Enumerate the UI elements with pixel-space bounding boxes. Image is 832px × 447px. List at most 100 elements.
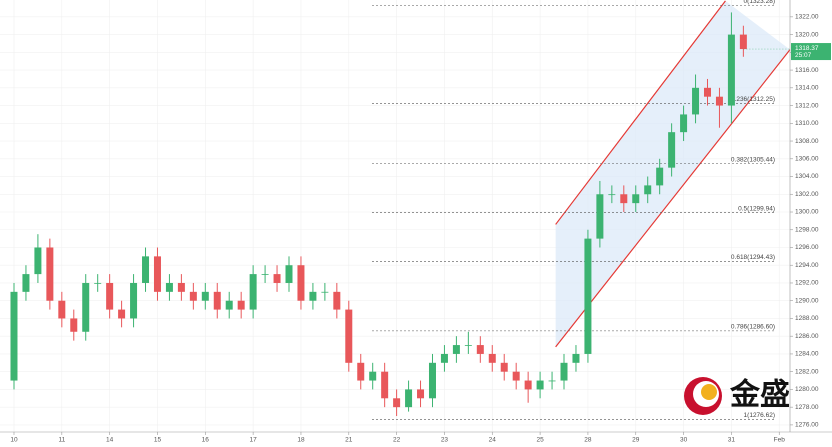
candle-body: [668, 132, 676, 168]
candle-body: [476, 345, 484, 354]
candle-body: [10, 291, 18, 381]
candle-body: [644, 185, 652, 195]
candle-body: [656, 167, 664, 186]
candle-body: [584, 238, 592, 354]
candle-body: [417, 389, 425, 399]
candle-body: [703, 87, 711, 97]
fib-label: 0(1323.28): [744, 0, 775, 5]
candle-body: [620, 194, 628, 204]
candle-body: [405, 389, 413, 408]
y-tick-label: 1280.00: [795, 386, 819, 393]
y-tick-label: 1306.00: [795, 156, 819, 163]
fib-label: 0.786(1286.60): [731, 324, 775, 331]
candle-body: [142, 256, 150, 283]
x-tick-label: 29: [632, 437, 640, 444]
candle-body: [333, 291, 341, 310]
candle-body: [165, 282, 173, 292]
y-tick-label: 1278.00: [795, 404, 819, 411]
candle-body: [739, 34, 747, 50]
candle-body: [94, 282, 102, 284]
y-tick-label: 1316.00: [795, 67, 819, 74]
channel-upper: [555, 0, 726, 225]
candle-body: [225, 300, 233, 310]
x-tick-label: 30: [680, 437, 688, 444]
candle-body: [82, 282, 90, 332]
x-tick-label: 15: [154, 437, 162, 444]
y-tick-label: 1282.00: [795, 368, 819, 375]
x-tick-label: 31: [728, 437, 736, 444]
y-tick-label: 1284.00: [795, 351, 819, 358]
x-tick-label: 24: [489, 437, 497, 444]
candle-body: [500, 362, 508, 372]
candle-body: [680, 114, 688, 133]
x-tick-label: 22: [393, 437, 401, 444]
candle-body: [536, 380, 544, 390]
x-tick-label: 11: [58, 437, 65, 444]
candle-body: [189, 291, 197, 301]
x-tick-label: 21: [345, 437, 353, 444]
candle-body: [369, 371, 377, 381]
candle-body: [608, 194, 616, 196]
candle-body: [560, 362, 568, 381]
candle-body: [440, 353, 448, 363]
candle-body: [524, 380, 532, 390]
x-tick-label: Feb: [774, 437, 786, 444]
x-tick-label: 10: [10, 437, 18, 444]
y-tick-label: 1312.00: [795, 102, 819, 109]
watermark: 金盛: [729, 378, 790, 413]
candle-body: [22, 274, 30, 292]
candle-body: [321, 291, 329, 293]
candle-body: [464, 345, 472, 346]
candle-body: [488, 353, 496, 363]
y-tick-label: 1286.00: [795, 333, 819, 340]
last-price: 1318.37: [795, 45, 819, 52]
candle-body: [309, 291, 317, 301]
candle-body: [727, 34, 735, 106]
candle-body: [381, 371, 389, 399]
y-tick-label: 1322.00: [795, 14, 819, 21]
candle-body: [213, 291, 221, 310]
candle-body: [345, 309, 353, 363]
y-tick-label: 1310.00: [795, 120, 819, 127]
y-tick-label: 1288.00: [795, 315, 819, 322]
fib-label: 0.382(1305.44): [731, 156, 775, 163]
candle-body: [548, 380, 556, 382]
candle-body: [393, 398, 401, 408]
x-tick-label: 16: [202, 437, 210, 444]
logo-sun: [701, 384, 717, 400]
y-tick-label: 1292.00: [795, 280, 819, 287]
candle-body: [34, 247, 42, 275]
candle-body: [357, 362, 365, 381]
candle-body: [632, 194, 640, 204]
y-tick-label: 1308.00: [795, 138, 819, 145]
y-tick-label: 1296.00: [795, 244, 819, 251]
candle-body: [153, 256, 161, 292]
candle-body: [237, 300, 245, 310]
candle-body: [249, 274, 257, 310]
fib-label: 0.618(1294.43): [731, 254, 775, 261]
candle-body: [512, 371, 520, 381]
y-tick-label: 1320.00: [795, 31, 819, 38]
candle-body: [58, 300, 66, 319]
y-tick-label: 1304.00: [795, 173, 819, 180]
y-tick-label: 1294.00: [795, 262, 819, 269]
x-tick-label: 28: [584, 437, 592, 444]
candle-body: [130, 282, 138, 319]
y-tick-label: 1302.00: [795, 191, 819, 198]
fib-label: 1(1276.62): [744, 412, 775, 419]
x-tick-label: 14: [106, 437, 114, 444]
candle-body: [692, 87, 700, 115]
fib-label: 0.236(1312.25): [731, 96, 775, 103]
candle-body: [70, 318, 78, 332]
logo: 金盛: [684, 377, 790, 415]
y-tick-label: 1298.00: [795, 226, 819, 233]
candle-body: [572, 353, 580, 363]
y-tick-label: 1276.00: [795, 422, 819, 429]
candle-body: [596, 194, 604, 239]
x-tick-label: 18: [297, 437, 305, 444]
candle-body: [177, 282, 185, 292]
y-tick-label: 1314.00: [795, 85, 819, 92]
candle-body: [428, 362, 436, 399]
candle-body: [285, 265, 293, 283]
